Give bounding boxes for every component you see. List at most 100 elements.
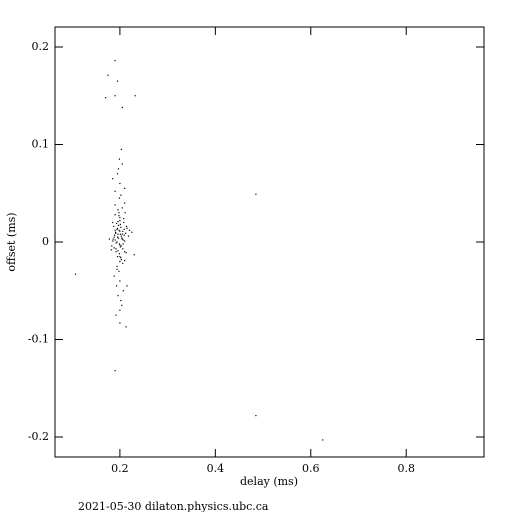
point	[121, 106, 123, 109]
point	[115, 251, 117, 253]
point	[116, 227, 119, 229]
point	[115, 248, 117, 250]
point	[122, 239, 124, 241]
point	[115, 222, 118, 225]
point	[133, 254, 135, 256]
point	[117, 209, 119, 211]
point	[124, 187, 126, 189]
point	[119, 246, 121, 248]
point	[120, 148, 122, 150]
point	[116, 268, 118, 270]
point	[116, 241, 118, 243]
point	[118, 197, 121, 199]
point	[122, 290, 124, 292]
point	[112, 221, 114, 224]
point	[255, 414, 257, 417]
point	[116, 228, 118, 230]
point	[124, 202, 126, 204]
point	[115, 231, 117, 233]
point	[128, 229, 131, 231]
point	[119, 182, 121, 185]
point	[131, 231, 133, 233]
point	[114, 229, 116, 231]
y-axis-label: offset (ms)	[5, 212, 18, 271]
point	[120, 245, 122, 247]
point	[123, 234, 125, 236]
point	[118, 212, 120, 214]
point	[114, 95, 116, 97]
point	[119, 230, 121, 232]
point	[112, 238, 114, 240]
point	[116, 256, 119, 258]
y-tick-label: 0.2	[32, 40, 50, 53]
point	[125, 225, 128, 227]
point	[110, 249, 112, 251]
x-tick-label: 0.4	[207, 462, 225, 475]
point	[117, 233, 119, 235]
point	[125, 326, 127, 328]
point	[119, 223, 121, 226]
point	[120, 226, 122, 228]
point	[120, 299, 122, 302]
point	[124, 259, 126, 262]
point	[119, 244, 121, 246]
y-tick-label: -0.1	[28, 333, 49, 346]
point	[114, 214, 116, 216]
point	[118, 243, 121, 245]
point	[127, 235, 130, 237]
point	[123, 221, 125, 224]
footer: 2021-05-30 dilaton.physics.ubc.ca	[78, 500, 269, 512]
point	[121, 238, 123, 240]
y-tick-label: 0.1	[32, 137, 50, 150]
point	[120, 235, 122, 237]
x-tick-label: 0.8	[397, 462, 415, 475]
point	[121, 233, 123, 235]
point	[121, 304, 123, 306]
point	[119, 309, 121, 311]
point	[122, 262, 124, 265]
point	[322, 439, 324, 441]
x-tick-label: 0.2	[111, 462, 129, 475]
point	[114, 234, 116, 236]
point	[119, 322, 121, 324]
point	[112, 178, 114, 180]
point	[114, 204, 116, 206]
point	[118, 158, 121, 160]
point	[113, 247, 115, 249]
point	[117, 250, 119, 252]
point	[125, 232, 127, 234]
point	[120, 257, 122, 259]
point	[116, 265, 118, 267]
point	[74, 273, 77, 275]
point	[120, 194, 122, 196]
point	[108, 238, 111, 240]
point	[126, 285, 128, 287]
point	[122, 243, 124, 245]
point	[114, 239, 116, 241]
point	[117, 237, 120, 239]
point	[125, 252, 127, 254]
point	[115, 314, 117, 316]
point	[113, 275, 115, 277]
point	[117, 295, 119, 297]
y-tick-label: 0	[42, 235, 49, 248]
point	[120, 258, 122, 261]
point	[121, 163, 123, 165]
point	[115, 232, 117, 234]
y-tick-label: -0.2	[28, 430, 49, 443]
point	[118, 215, 120, 217]
point	[116, 80, 119, 82]
point	[123, 228, 125, 230]
point	[114, 60, 116, 62]
point	[123, 217, 125, 220]
point	[117, 220, 119, 223]
point	[114, 370, 116, 372]
point	[117, 224, 120, 227]
point	[115, 285, 118, 287]
point	[115, 242, 117, 244]
x-tick-label: 0.6	[302, 462, 320, 475]
point	[121, 207, 123, 209]
point	[119, 233, 121, 235]
point	[111, 245, 113, 247]
